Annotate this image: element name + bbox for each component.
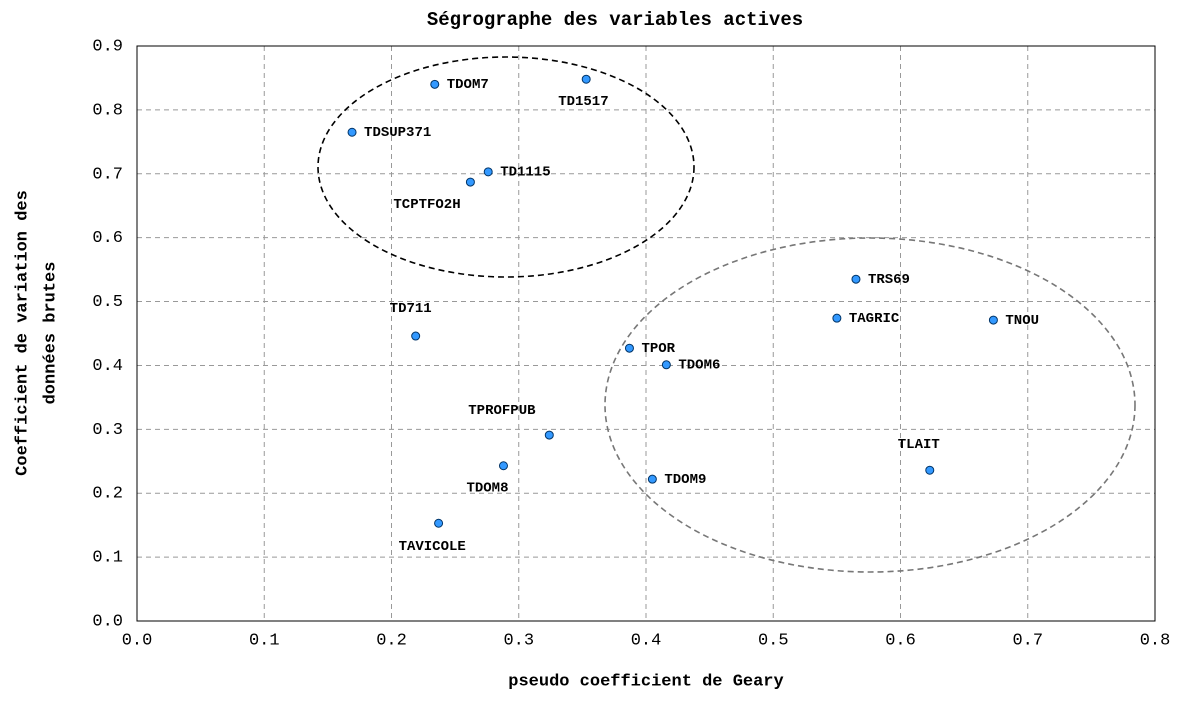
- x-tick-label: 0.4: [631, 631, 662, 650]
- point-label: TLAIT: [898, 437, 940, 453]
- point: [347, 127, 357, 137]
- y-tick-label: 0.7: [92, 165, 123, 184]
- point: [925, 465, 935, 475]
- point: [647, 474, 657, 484]
- point-label: TRS69: [868, 272, 910, 288]
- point-label: TNOU: [1005, 313, 1039, 329]
- point: [581, 74, 591, 84]
- point: [832, 313, 842, 323]
- point-label: TDOM7: [447, 77, 489, 93]
- y-tick-label: 0.0: [92, 612, 123, 631]
- y-tick-label: 0.5: [92, 293, 123, 312]
- point-label: TCPTFO2H: [393, 197, 460, 213]
- y-tick-label: 0.9: [92, 37, 123, 56]
- x-tick-label: 0.2: [376, 631, 407, 650]
- y-tick-label: 0.6: [92, 229, 123, 248]
- point: [624, 343, 634, 353]
- y-axis-label: Coefficient de variation des données bru…: [13, 190, 60, 476]
- point: [661, 360, 671, 370]
- point-label: TAVICOLE: [399, 539, 466, 555]
- point-label: TPROFPUB: [468, 403, 536, 419]
- x-tick-label: 0.3: [503, 631, 534, 650]
- point-label: TD1517: [558, 94, 608, 110]
- point: [851, 274, 861, 284]
- x-tick-label: 0.7: [1012, 631, 1043, 650]
- x-axis-label: pseudo coefficient de Geary: [508, 672, 783, 691]
- x-tick-label: 0.5: [758, 631, 789, 650]
- point-label: TDSUP371: [364, 125, 431, 141]
- y-tick-label: 0.4: [92, 357, 123, 376]
- point: [434, 518, 444, 528]
- x-tick-label: 0.0: [122, 631, 153, 650]
- point-label: TDOM9: [664, 472, 706, 488]
- cluster-ellipse: [317, 56, 695, 278]
- y-tick-label: 0.1: [92, 549, 123, 568]
- point: [544, 430, 554, 440]
- point: [465, 177, 475, 187]
- y-tick-label: 0.8: [92, 101, 123, 120]
- point-label: TDOM6: [678, 358, 720, 374]
- point: [411, 331, 421, 341]
- point: [988, 315, 998, 325]
- point: [483, 167, 493, 177]
- x-tick-label: 0.8: [1140, 631, 1171, 650]
- point-label: TD1115: [500, 165, 550, 181]
- grid: [136, 45, 1156, 622]
- y-axis-label-line: données brutes: [41, 262, 60, 405]
- plot-frame: [136, 45, 1156, 622]
- point: [430, 79, 440, 89]
- y-tick-label: 0.2: [92, 485, 123, 504]
- x-tick-label: 0.1: [249, 631, 280, 650]
- cluster-ellipse: [604, 237, 1136, 573]
- point-label: TPOR: [641, 341, 675, 357]
- point: [498, 461, 508, 471]
- point-label: TD711: [390, 301, 432, 317]
- point-label: TAGRIC: [849, 311, 900, 327]
- y-tick-label: 0.3: [92, 421, 123, 440]
- x-tick-label: 0.6: [885, 631, 916, 650]
- point-label: TDOM8: [466, 480, 508, 496]
- chart-title: Ségrographe des variables actives: [427, 9, 803, 31]
- y-axis-label-line: Coefficient de variation des: [13, 190, 32, 476]
